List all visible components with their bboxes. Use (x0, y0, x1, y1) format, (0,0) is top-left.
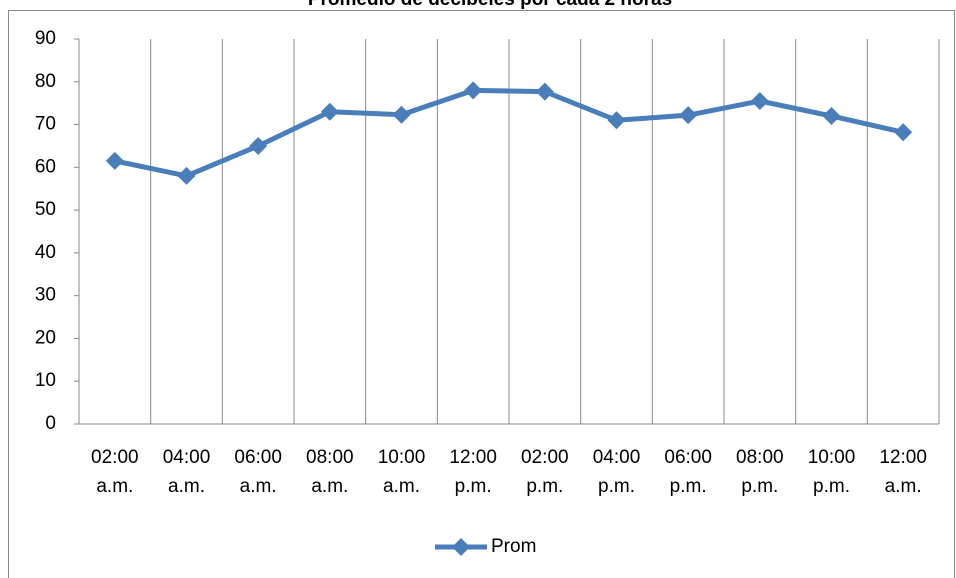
x-tick-label: 04:00 a.m. (162, 447, 211, 497)
y-tick-label: 40 (35, 242, 56, 263)
chart-title: Promedio de decibeles por cada 2 horas (308, 0, 672, 10)
marker (894, 123, 913, 142)
x-tick-label: 10:00 p.m. (807, 447, 856, 497)
y-tick-label: 60 (35, 156, 56, 177)
x-tick-label: 12:00 p.m. (449, 447, 497, 497)
y-tick-label: 0 (45, 413, 56, 434)
marker (452, 538, 470, 556)
x-tick-label: 08:00 p.m. (736, 447, 784, 497)
y-tick-label: 50 (35, 199, 56, 220)
marker (105, 151, 124, 170)
y-tick-label: 20 (35, 327, 56, 348)
y-tick-label: 30 (35, 285, 56, 306)
marker (464, 81, 483, 100)
marker (392, 105, 411, 124)
x-tick-label: 06:00 p.m. (664, 447, 712, 497)
marker (679, 106, 698, 125)
y-tick-label: 80 (35, 71, 56, 92)
marker (320, 102, 339, 121)
line (114, 87, 904, 179)
marker (607, 111, 626, 130)
y-tick-label: 90 (35, 28, 56, 49)
y-tick-label: 70 (35, 114, 56, 135)
y-tick-label: 10 (35, 370, 56, 391)
marker (535, 82, 554, 101)
x-tick-label: 12:00 a.m. (879, 447, 927, 497)
chart-border (8, 10, 955, 578)
legend-label: Prom (491, 536, 536, 557)
marker (177, 166, 196, 185)
x-tick-label: 06:00 a.m. (234, 447, 282, 497)
x-tick-label: 10:00 a.m. (377, 447, 426, 497)
x-tick-label: 08:00 a.m. (306, 447, 354, 497)
marker (822, 107, 841, 125)
marker (249, 136, 268, 155)
marker (750, 92, 769, 111)
x-tick-label: 02:00 a.m. (91, 447, 139, 497)
x-tick-label: 04:00 p.m. (592, 447, 641, 497)
x-tick-label: 02:00 p.m. (521, 447, 569, 497)
